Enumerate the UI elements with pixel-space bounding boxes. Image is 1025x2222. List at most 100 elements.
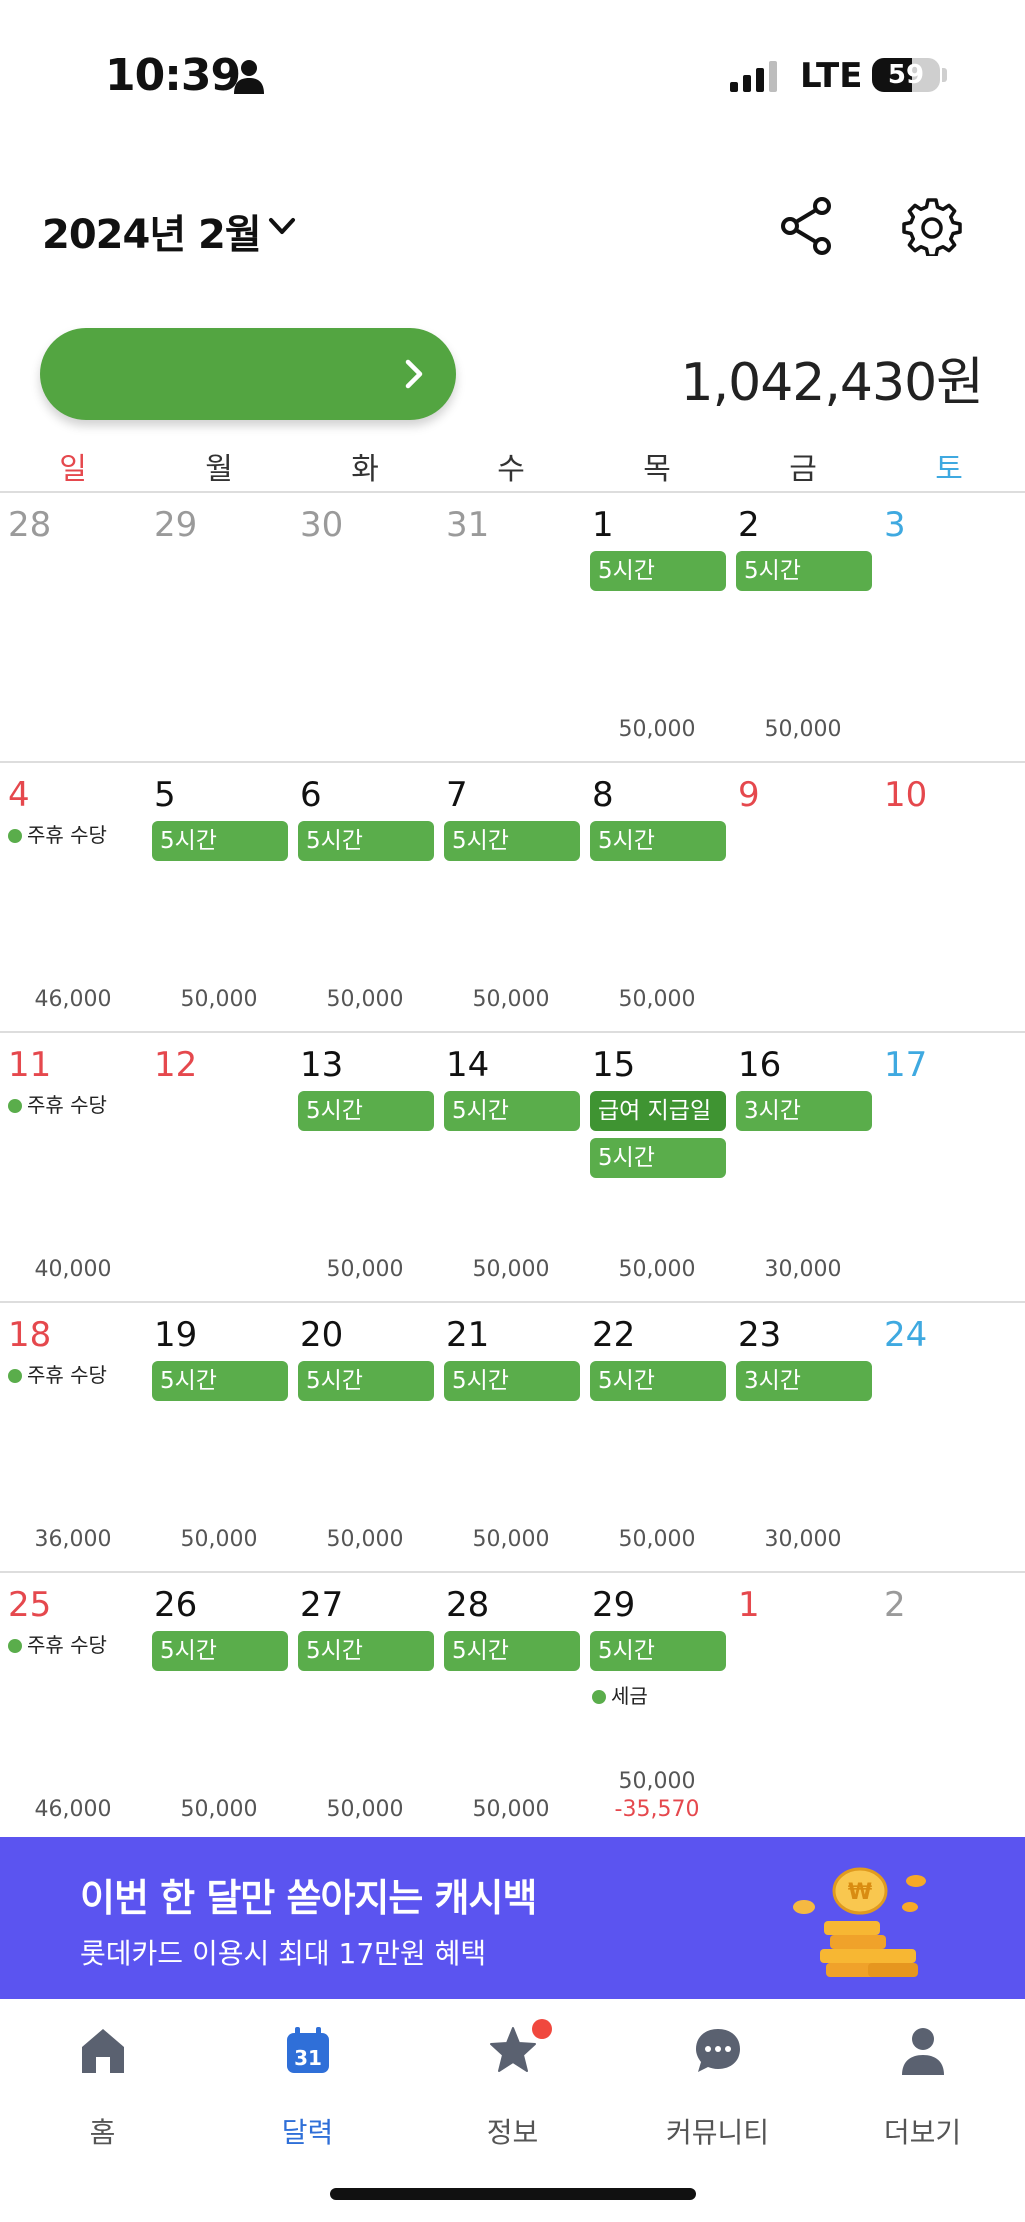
banner-subtitle: 롯데카드 이용시 최대 17만원 혜택 bbox=[80, 1937, 487, 1970]
work-hours-chip[interactable]: 5시간 bbox=[152, 1631, 288, 1671]
summary-pill-button[interactable] bbox=[40, 328, 456, 420]
day-number: 18 bbox=[8, 1315, 52, 1355]
calendar-day-cell[interactable]: 28 5시간 50,000 bbox=[438, 1573, 584, 1841]
work-hours-chip[interactable]: 5시간 bbox=[152, 1361, 288, 1401]
svg-text:₩: ₩ bbox=[848, 1880, 872, 1905]
calendar-day-cell[interactable]: 4 주휴 수당 46,000 bbox=[0, 763, 146, 1031]
daily-wage-amount: 50,000 bbox=[326, 1257, 404, 1282]
network-label: LTE bbox=[800, 56, 863, 96]
calendar-day-cell[interactable]: 26 5시간 50,000 bbox=[146, 1573, 292, 1841]
daily-wage-amount: 36,000 bbox=[34, 1527, 112, 1552]
payday-chip[interactable]: 급여 지급일 bbox=[590, 1091, 726, 1131]
event-dot-text: 주휴 수당 bbox=[27, 1363, 107, 1387]
promo-banner[interactable]: 이번 한 달만 쏟아지는 캐시백 롯데카드 이용시 최대 17만원 혜택 ₩ bbox=[0, 1837, 1025, 1999]
calendar-day-cell[interactable]: 17 bbox=[876, 1033, 1022, 1301]
calendar-day-cell[interactable]: 23 3시간 30,000 bbox=[730, 1303, 876, 1571]
day-number: 4 bbox=[8, 775, 30, 815]
daily-wage-amount: 50,000 bbox=[618, 1769, 696, 1794]
notification-badge bbox=[532, 2019, 552, 2039]
work-hours-chip[interactable]: 5시간 bbox=[444, 1631, 580, 1671]
event-dot-text: 주휴 수당 bbox=[27, 1633, 107, 1657]
calendar-day-cell[interactable]: 7 5시간 50,000 bbox=[438, 763, 584, 1031]
daily-wage-amount: 50,000 bbox=[618, 1527, 696, 1552]
calendar-day-cell[interactable]: 14 5시간 50,000 bbox=[438, 1033, 584, 1301]
chevron-down-icon[interactable] bbox=[266, 214, 298, 240]
calendar-day-cell[interactable]: 8 5시간 50,000 bbox=[584, 763, 730, 1031]
calendar-day-cell[interactable]: 2 bbox=[876, 1573, 1022, 1841]
work-hours-chip[interactable]: 5시간 bbox=[298, 1361, 434, 1401]
calendar-day-cell[interactable]: 29 bbox=[146, 493, 292, 761]
weekday-wed: 수 bbox=[497, 452, 525, 487]
daily-wage-amount: 30,000 bbox=[764, 1257, 842, 1282]
calendar-day-cell[interactable]: 18 주휴 수당 36,000 bbox=[0, 1303, 146, 1571]
calendar-day-cell[interactable]: 21 5시간 50,000 bbox=[438, 1303, 584, 1571]
calendar-day-cell[interactable]: 11 주휴 수당 40,000 bbox=[0, 1033, 146, 1301]
calendar-day-cell[interactable]: 27 5시간 50,000 bbox=[292, 1573, 438, 1841]
share-icon[interactable] bbox=[778, 196, 834, 256]
work-hours-chip[interactable]: 5시간 bbox=[298, 1091, 434, 1131]
event-dot-label: 주휴 수당 bbox=[8, 1359, 107, 1388]
day-number: 12 bbox=[154, 1045, 198, 1085]
calendar-day-cell[interactable]: 15 급여 지급일 5시간 50,000 bbox=[584, 1033, 730, 1301]
green-dot-icon bbox=[8, 1099, 22, 1113]
calendar-day-cell[interactable]: 24 bbox=[876, 1303, 1022, 1571]
chat-icon bbox=[696, 2029, 740, 2072]
calendar-day-cell[interactable]: 29 5시간 세금 50,000 -35,570 bbox=[584, 1573, 730, 1841]
calendar-day-cell[interactable]: 6 5시간 50,000 bbox=[292, 763, 438, 1031]
tab-more[interactable]: 더보기 bbox=[820, 2025, 1025, 2149]
person-icon bbox=[234, 60, 264, 94]
work-hours-chip[interactable]: 5시간 bbox=[444, 1091, 580, 1131]
tab-community[interactable]: 커뮤니티 bbox=[615, 2025, 820, 2149]
calendar-day-cell[interactable]: 13 5시간 50,000 bbox=[292, 1033, 438, 1301]
battery-tip bbox=[942, 68, 947, 82]
weekday-sun: 일 bbox=[59, 452, 87, 487]
calendar-week: 25 주휴 수당 46,000 26 5시간 50,000 27 5시간 50,000 28 5시간… bbox=[0, 1571, 1025, 1841]
daily-wage-amount: 46,000 bbox=[34, 987, 112, 1012]
calendar-day-cell[interactable]: 2 5시간 50,000 bbox=[730, 493, 876, 761]
work-hours-chip[interactable]: 3시간 bbox=[736, 1361, 872, 1401]
star-icon bbox=[490, 2027, 536, 2072]
daily-wage-amount: 50,000 bbox=[764, 717, 842, 742]
calendar-day-cell[interactable]: 19 5시간 50,000 bbox=[146, 1303, 292, 1571]
work-hours-chip[interactable]: 5시간 bbox=[444, 821, 580, 861]
day-number: 20 bbox=[300, 1315, 344, 1355]
calendar-day-cell[interactable]: 9 bbox=[730, 763, 876, 1031]
gear-icon[interactable] bbox=[902, 196, 962, 256]
calendar-day-cell[interactable]: 5 5시간 50,000 bbox=[146, 763, 292, 1031]
calendar-day-cell[interactable]: 1 5시간 50,000 bbox=[584, 493, 730, 761]
calendar-day-cell[interactable]: 10 bbox=[876, 763, 1022, 1031]
calendar-day-cell[interactable]: 22 5시간 50,000 bbox=[584, 1303, 730, 1571]
work-hours-chip[interactable]: 5시간 bbox=[590, 551, 726, 591]
work-hours-chip[interactable]: 5시간 bbox=[298, 1631, 434, 1671]
calendar-day-cell[interactable]: 1 bbox=[730, 1573, 876, 1841]
work-hours-chip[interactable]: 5시간 bbox=[736, 551, 872, 591]
green-dot-icon bbox=[8, 1369, 22, 1383]
calendar-day-cell[interactable]: 12 bbox=[146, 1033, 292, 1301]
work-hours-chip[interactable]: 5시간 bbox=[590, 1138, 726, 1178]
calendar-day-cell[interactable]: 16 3시간 30,000 bbox=[730, 1033, 876, 1301]
daily-wage-amount: 50,000 bbox=[472, 987, 550, 1012]
tab-home[interactable]: 홈 bbox=[0, 2025, 205, 2149]
daily-wage-amount: 50,000 bbox=[180, 987, 258, 1012]
work-hours-chip[interactable]: 5시간 bbox=[152, 821, 288, 861]
work-hours-chip[interactable]: 3시간 bbox=[736, 1091, 872, 1131]
work-hours-chip[interactable]: 5시간 bbox=[298, 821, 434, 861]
calendar-day-cell[interactable]: 20 5시간 50,000 bbox=[292, 1303, 438, 1571]
work-hours-chip[interactable]: 5시간 bbox=[590, 1361, 726, 1401]
calendar-day-cell[interactable]: 31 bbox=[438, 493, 584, 761]
tab-calendar[interactable]: 31 달력 bbox=[205, 2025, 410, 2149]
month-title[interactable]: 2024년 2월 bbox=[42, 212, 262, 258]
calendar-grid: 28 29 30 31 1 5시간 50,000 2 5시간 50,000 3 4 주휴 수당 46,00… bbox=[0, 491, 1025, 1837]
calendar-week: 18 주휴 수당 36,000 19 5시간 50,000 20 5시간 50,000 21 5시간… bbox=[0, 1301, 1025, 1571]
work-hours-chip[interactable]: 5시간 bbox=[590, 1631, 726, 1671]
calendar-day-cell[interactable]: 30 bbox=[292, 493, 438, 761]
work-hours-chip[interactable]: 5시간 bbox=[444, 1361, 580, 1401]
work-hours-chip[interactable]: 5시간 bbox=[590, 821, 726, 861]
tab-info[interactable]: 정보 bbox=[410, 2019, 615, 2149]
calendar-day-cell[interactable]: 25 주휴 수당 46,000 bbox=[0, 1573, 146, 1841]
calendar-day-cell[interactable]: 3 bbox=[876, 493, 1022, 761]
calendar-day-cell[interactable]: 28 bbox=[0, 493, 146, 761]
daily-wage-amount: 50,000 bbox=[180, 1527, 258, 1552]
weekday-tue: 화 bbox=[351, 452, 379, 487]
day-number: 16 bbox=[738, 1045, 782, 1085]
